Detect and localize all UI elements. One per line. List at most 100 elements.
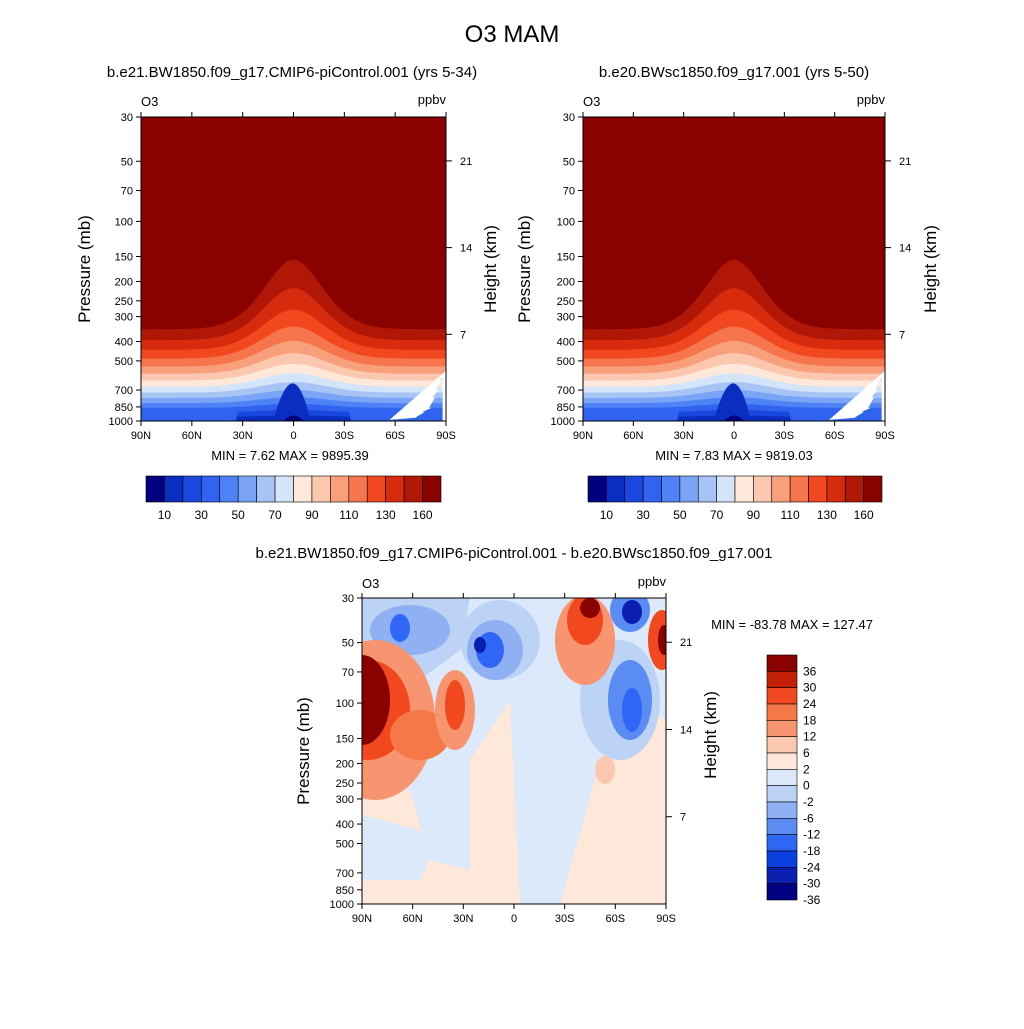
- diff-colorbar-label: -12: [803, 828, 821, 842]
- diff-xtick-label: 60S: [606, 913, 626, 925]
- left-colorbar-swatch: [366, 475, 386, 503]
- left-contour-core: [273, 383, 311, 421]
- diff-colorbar-label: 2: [803, 762, 810, 776]
- right-colorbar-swatch: [642, 475, 662, 503]
- diff-colorbar-label: 30: [803, 681, 817, 695]
- diff-colorbar-swatch: [766, 785, 798, 803]
- left-ytick-label: 1000: [109, 416, 133, 428]
- right-ytick-label: 850: [557, 402, 575, 414]
- diff-colorbar-swatch: [766, 671, 798, 688]
- panel-right-ylabel: Pressure (mb): [515, 215, 534, 323]
- right-xtick-label: 60N: [623, 430, 643, 442]
- diff-negative-blob: [370, 605, 450, 655]
- right-ytick-label: 500: [557, 356, 575, 368]
- left-xtick-label: 30N: [233, 430, 253, 442]
- left-ytick-label: 50: [121, 156, 133, 168]
- left-xtick-label: 60S: [385, 430, 405, 442]
- right-xtick-label: 60S: [825, 430, 845, 442]
- diff-negative-blob: [622, 600, 642, 624]
- right-colorbar-label: 10: [600, 508, 614, 522]
- right-colorbar-label: 110: [781, 508, 800, 522]
- panel-right-contour-field: [583, 117, 885, 421]
- diff-colorbar-label: 0: [803, 779, 810, 793]
- panel-left-ylabel: Pressure (mb): [75, 215, 94, 323]
- left-ytick-label: 150: [115, 252, 133, 264]
- right-ytick-label: 300: [557, 312, 575, 324]
- diff-colorbar-swatch: [766, 801, 798, 819]
- diff-xtick-label: 90N: [352, 913, 372, 925]
- diff-colorbar-label: 18: [803, 713, 817, 727]
- panel-left-units: ppbv: [418, 92, 447, 107]
- diff-ytick-right-label: 21: [680, 637, 692, 649]
- left-colorbar-label: 70: [268, 508, 282, 522]
- panel-right: b.e20.BWsc1850.f09_g17.001 (yrs 5-50) O3…: [515, 64, 940, 522]
- diff-colorbar-swatch: [766, 752, 798, 770]
- diff-colorbar-label: -30: [803, 877, 821, 891]
- panel-difference-units: ppbv: [638, 574, 667, 589]
- diff-colorbar-label: 36: [803, 664, 817, 678]
- left-ytick-label: 100: [115, 216, 133, 228]
- left-colorbar-swatch: [237, 475, 257, 503]
- right-colorbar-label: 130: [817, 508, 837, 522]
- diff-colorbar-swatch: [766, 834, 798, 852]
- diff-colorbar-swatch: [766, 654, 798, 672]
- diff-ytick-right-label: 14: [680, 724, 692, 736]
- right-colorbar-swatch: [606, 475, 626, 503]
- right-ytick-label: 200: [557, 276, 575, 288]
- diff-xtick-label: 0: [511, 913, 517, 925]
- diff-colorbar-swatch: [766, 720, 798, 737]
- diff-ytick-right-label: 7: [680, 812, 686, 824]
- right-xtick-label: 90S: [875, 430, 895, 442]
- diff-positive-blob: [362, 655, 390, 745]
- left-colorbar-swatch: [330, 475, 350, 503]
- right-colorbar-swatch: [624, 475, 644, 503]
- left-xtick-label: 30S: [335, 430, 355, 442]
- left-ytick-right-label: 14: [460, 243, 472, 255]
- left-ytick-right-label: 21: [460, 156, 472, 168]
- right-colorbar-label: 160: [854, 508, 874, 522]
- left-colorbar-label: 160: [413, 508, 433, 522]
- diff-positive-blob: [580, 598, 600, 618]
- panel-right-minmax: MIN = 7.83 MAX = 9819.03: [655, 448, 813, 463]
- left-colorbar-swatch: [274, 475, 294, 503]
- diff-ytick-label: 250: [336, 778, 354, 790]
- right-colorbar-swatch: [587, 475, 607, 503]
- diff-colorbar-label: 6: [803, 746, 810, 760]
- diff-colorbar-swatch: [766, 867, 798, 884]
- diff-colorbar-swatch: [766, 703, 798, 721]
- right-colorbar-swatch: [734, 475, 754, 503]
- diff-ytick-label: 400: [336, 819, 354, 831]
- right-colorbar-swatch: [863, 475, 883, 503]
- right-ytick-label: 50: [563, 156, 575, 168]
- left-ytick-label: 400: [115, 337, 133, 349]
- left-colorbar-swatch: [182, 475, 202, 503]
- diff-positive-blob: [658, 625, 666, 655]
- panel-left-title: b.e21.BW1850.f09_g17.CMIP6-piControl.001…: [107, 64, 477, 81]
- left-ytick-right-label: 7: [460, 329, 466, 341]
- left-ytick-label: 500: [115, 356, 133, 368]
- panel-difference-contour-field: [362, 598, 666, 904]
- diff-positive-blob: [390, 710, 450, 760]
- right-ytick-right-label: 21: [899, 156, 911, 168]
- left-colorbar-label: 30: [195, 508, 209, 522]
- panel-difference-minmax: MIN = -83.78 MAX = 127.47: [711, 617, 873, 632]
- diff-xtick-label: 60N: [403, 913, 423, 925]
- diff-ytick-label: 100: [336, 698, 354, 710]
- diff-ytick-label: 30: [342, 593, 354, 605]
- right-colorbar-swatch: [753, 475, 773, 503]
- left-colorbar-label: 50: [232, 508, 246, 522]
- diff-negative-blob: [474, 637, 486, 653]
- right-ytick-label: 30: [563, 112, 575, 124]
- diff-ytick-label: 50: [342, 638, 354, 650]
- diff-colorbar-label: -24: [803, 860, 821, 874]
- panel-difference: b.e21.BW1850.f09_g17.CMIP6-piControl.001…: [255, 545, 872, 925]
- right-colorbar-label: 30: [636, 508, 650, 522]
- diff-colorbar-label: -6: [803, 811, 814, 825]
- right-xtick-label: 90N: [573, 430, 593, 442]
- right-colorbar-swatch: [771, 475, 791, 503]
- diff-ytick-label: 150: [336, 733, 354, 745]
- panel-right-ylabel-right: Height (km): [921, 225, 940, 313]
- right-colorbar-swatch: [661, 475, 681, 503]
- right-xtick-label: 0: [731, 430, 737, 442]
